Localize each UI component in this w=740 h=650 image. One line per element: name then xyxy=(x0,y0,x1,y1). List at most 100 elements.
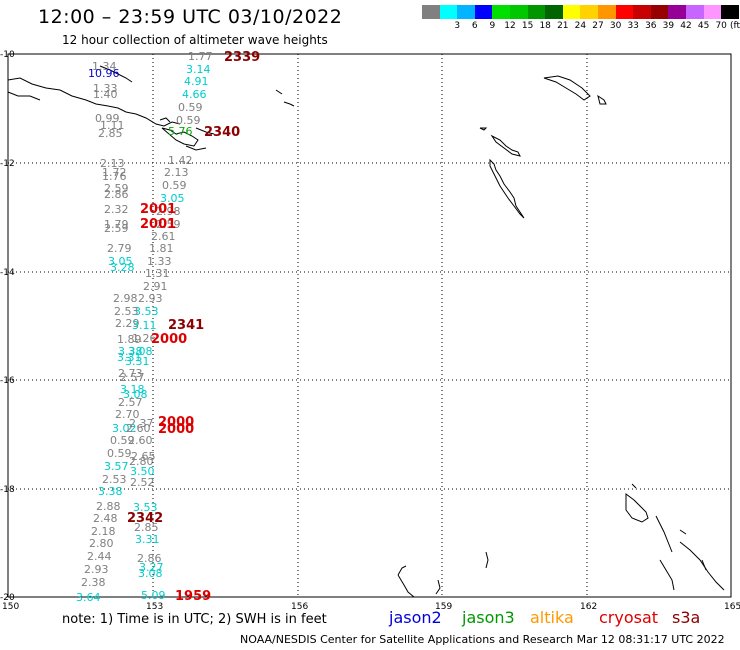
longitude-label: 150 xyxy=(2,602,20,612)
wave-height-label: 2.85 xyxy=(98,127,123,140)
pass-time-label: 1959 xyxy=(175,589,212,604)
wave-height-label: 3.38 xyxy=(118,345,143,358)
wave-height-label: 5.09 xyxy=(141,589,166,602)
wave-height-label: 1.72 xyxy=(102,166,127,179)
louisiade-islands xyxy=(161,127,199,147)
wave-height-label: 3.50 xyxy=(130,465,155,478)
wave-height-label: 2.38 xyxy=(81,576,106,589)
scale-label: 27 xyxy=(592,21,604,31)
wave-height-label: 3.11 xyxy=(132,319,157,332)
wave-height-label: 2.32 xyxy=(104,203,129,216)
scale-swatch xyxy=(510,5,528,19)
scale-swatch xyxy=(668,5,687,19)
wave-height-label: 5.76 xyxy=(168,125,193,138)
wave-height-label: 0.99 xyxy=(95,112,120,125)
wave-height-label: 3.31 xyxy=(135,533,160,546)
scale-swatch xyxy=(633,5,652,19)
wave-height-label: 0.59 xyxy=(107,447,132,460)
wave-height-label: 3.27 xyxy=(139,561,164,574)
credit-line: NOAA/NESDIS Center for Satellite Applica… xyxy=(240,633,725,646)
wave-height-label: 2.70 xyxy=(115,408,140,421)
wave-height-label: 0.59 xyxy=(178,101,203,114)
scale-label: 12 xyxy=(504,21,516,31)
wave-height-label: 3.08 xyxy=(123,388,148,401)
wave-height-label: 2.53 xyxy=(114,305,139,318)
wave-height-label: 0.59 xyxy=(110,434,135,447)
wave-height-label: 0.59 xyxy=(176,114,201,127)
wave-height-label: 2.52 xyxy=(130,476,155,489)
wave-height-label: 3.28 xyxy=(110,261,135,274)
latitude-label: -20 xyxy=(0,593,15,603)
wave-height-label: 3.53 xyxy=(134,305,159,318)
wave-height-label: 4.66 xyxy=(182,88,207,101)
satellite-legend-cryosat: cryosat xyxy=(599,608,659,627)
pass-time-label: 2001 xyxy=(140,202,177,217)
wave-height-label: 3.18 xyxy=(120,383,145,396)
wave-height-label: 3.14 xyxy=(186,63,211,76)
scale-label: 9 xyxy=(489,21,496,31)
latitude-label: -18 xyxy=(0,485,15,495)
wave-height-label: 2.65 xyxy=(131,450,156,463)
pass-time-label: 2341 xyxy=(168,318,205,333)
scale-swatch xyxy=(474,5,493,19)
satellite-legend-s3a: s3a xyxy=(672,608,701,627)
scale-label: 6 xyxy=(471,21,478,31)
scale-label: 70 xyxy=(715,21,727,31)
pass-time-label: 2000 xyxy=(151,332,188,347)
scale-swatch xyxy=(439,5,458,19)
scale-label: 24 xyxy=(574,21,587,31)
map-title: 12:00 – 23:59 UTC 03/10/2022 xyxy=(38,6,343,28)
wave-height-label: 10.96 xyxy=(88,67,120,80)
scale-label: 33 xyxy=(627,21,639,31)
wave-height-label: 1.34 xyxy=(92,60,117,73)
scale-swatch xyxy=(492,5,511,19)
wave-height-label: 1.33 xyxy=(93,82,118,95)
wave-height-label: 3.05 xyxy=(160,192,185,205)
wave-height-label: 2.53 xyxy=(102,473,127,486)
wave-height-label: 2.59 xyxy=(156,218,181,231)
longitude-label: 162 xyxy=(580,602,598,612)
wave-height-label: 3.08 xyxy=(138,567,163,580)
wave-height-label: 1.76 xyxy=(102,170,127,183)
wave-height-label: 2.79 xyxy=(107,242,132,255)
wave-height-label: 1.79 xyxy=(104,218,129,231)
new-guinea-coast xyxy=(7,77,181,127)
wave-height-label: 2.29 xyxy=(115,317,140,330)
scale-swatch xyxy=(615,5,634,19)
wave-height-label: 3.38 xyxy=(98,485,123,498)
wave-height-label: 2.93 xyxy=(138,292,163,305)
graticule xyxy=(8,54,731,597)
wave-height-label: 2.88 xyxy=(96,500,121,513)
wave-height-label: 2.13 xyxy=(100,157,125,170)
wave-height-label: 2.13 xyxy=(164,166,189,179)
scale-swatch xyxy=(562,5,581,19)
wave-height-label: 4.91 xyxy=(184,75,209,88)
wave-height-label: 3.02 xyxy=(112,422,137,435)
wave-height-label: 3.05 xyxy=(108,255,133,268)
wave-height-label: 2.60 xyxy=(126,422,151,435)
scale-swatch xyxy=(527,5,546,19)
pass-time-label: 2342 xyxy=(127,511,164,526)
wave-height-label: 2.93 xyxy=(84,563,109,576)
wave-height-label: 1.31 xyxy=(145,267,170,280)
new-caledonia xyxy=(397,565,415,598)
wave-height-label: 2.57 xyxy=(118,396,143,409)
longitude-label: 159 xyxy=(435,602,453,612)
pass-time-label: 2001 xyxy=(140,217,177,232)
wave-height-label: 2.91 xyxy=(143,280,168,293)
wave-height-label: 2.73 xyxy=(118,367,143,380)
satellite-legend-jason3: jason3 xyxy=(462,608,515,627)
wave-height-label: 2.80 xyxy=(129,455,154,468)
wave-height-label: 2.98 xyxy=(113,292,138,305)
scale-swatch xyxy=(457,5,476,19)
scale-label: 15 xyxy=(521,21,534,31)
wave-height-label: 1.33 xyxy=(147,255,172,268)
wave-height-label: 1.40 xyxy=(93,88,118,101)
footer-note: note: 1) Time is in UTC; 2) SWH is in fe… xyxy=(62,612,327,627)
wave-height-label: 2.48 xyxy=(93,512,118,525)
satellite-legend-jason2: jason2 xyxy=(389,608,442,627)
latitude-label: -12 xyxy=(0,159,15,169)
wave-height-label: 2.98 xyxy=(156,205,181,218)
map-frame xyxy=(7,53,732,598)
scale-swatch xyxy=(580,5,599,19)
